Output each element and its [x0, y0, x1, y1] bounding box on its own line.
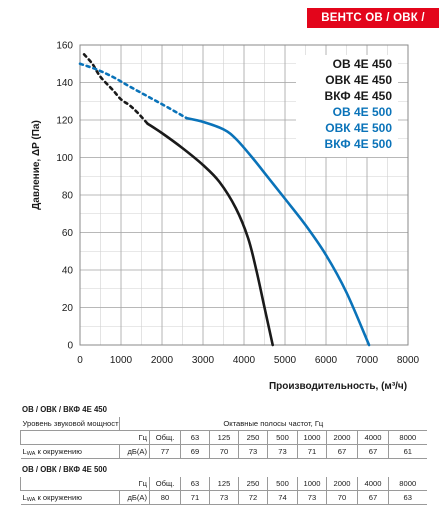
freq-col: 2000: [326, 430, 358, 445]
legend-entry: ОВ 4E 500: [333, 105, 393, 119]
value-cell: 67: [357, 490, 389, 505]
y-tick-label: 100: [56, 153, 73, 164]
value-cell: 71: [180, 490, 210, 505]
table-title-500: ОВ / ОВК / ВКФ 4E 500: [22, 465, 107, 474]
legend-entry: ОВК 4E 450: [325, 73, 392, 87]
value-cell: 61: [387, 444, 427, 459]
x-tick-label: 0: [77, 355, 83, 366]
freq-col: 8000: [387, 430, 427, 445]
x-tick-label: 2000: [151, 355, 174, 366]
value-cell: 71: [297, 444, 327, 459]
y-tick-label: 20: [62, 303, 74, 314]
curve-solid-500: [185, 116, 371, 347]
table-row: LWA к окружению дБ(А) 80 71 73 72 74 73 …: [20, 490, 427, 505]
value-cell: 74: [267, 490, 298, 505]
lwa-label: LWA к окружению: [20, 444, 120, 459]
legend-entry: ОВК 4E 500: [325, 121, 392, 135]
table-row: Гц Общ. 63 125 250 500 1000 2000 4000 80…: [20, 430, 427, 445]
value-cell: 72: [238, 490, 268, 505]
table-row: Уровень звуковой мощности Октавные полос…: [20, 417, 427, 431]
freq-col: 125: [209, 477, 239, 491]
legend-box: [296, 55, 398, 157]
x-tick-label: 5000: [274, 355, 297, 366]
freq-col: 500: [267, 430, 298, 445]
value-cell: 73: [297, 490, 327, 505]
fan-performance-chart: 0 1000 2000 3000 4000 5000 6000 7000 8000 0 20 40 60…: [31, 41, 420, 393]
octave-bands-header: Октавные полосы частот, Гц: [119, 417, 427, 431]
freq-col: Общ.: [149, 477, 181, 491]
curve-dashed-500: [78, 62, 188, 120]
value-cell: 70: [209, 444, 239, 459]
table-title-450: ОВ / ОВК / ВКФ 4E 450: [22, 405, 107, 414]
x-tick-label: 6000: [315, 355, 338, 366]
unit-hz: Гц: [20, 430, 150, 445]
legend-entry: ВКФ 4E 450: [325, 89, 393, 103]
value-cell: 69: [180, 444, 210, 459]
y-tick-label: 120: [56, 116, 73, 127]
freq-col: 1000: [297, 477, 327, 491]
sound-power-label: Уровень звуковой мощности: [20, 417, 120, 431]
freq-col: 250: [238, 430, 268, 445]
lwa-label: LWA к окружению: [20, 490, 120, 505]
x-tick-label: 4000: [233, 355, 256, 366]
y-tick-label: 80: [62, 191, 74, 202]
sound-table-500: Гц Общ. 63 125 250 500 1000 2000 4000 80…: [20, 477, 427, 505]
value-cell: 67: [326, 444, 358, 459]
curve-solid-450: [146, 122, 274, 347]
value-cell: 73: [209, 490, 239, 505]
freq-col: 4000: [357, 430, 389, 445]
freq-col: 63: [180, 477, 210, 491]
x-tick-label: 1000: [110, 355, 133, 366]
freq-col: 2000: [326, 477, 358, 491]
y-tick-label: 0: [67, 341, 73, 352]
sound-table-450: Уровень звуковой мощности Октавные полос…: [20, 417, 427, 459]
freq-col: 250: [238, 477, 268, 491]
freq-col: 500: [267, 477, 298, 491]
freq-col: 1000: [297, 430, 327, 445]
value-cell: 63: [388, 490, 427, 505]
curve-dashed-450: [82, 53, 149, 126]
freq-col: 4000: [357, 477, 389, 491]
unit-dba: дБ(А): [119, 444, 150, 459]
x-tick-label: 7000: [356, 355, 379, 366]
freq-col: 63: [180, 430, 210, 445]
table-row: LWA к окружению дБ(А) 77 69 70 73 73 71 …: [20, 444, 427, 459]
product-series-badge: ВЕНТС ОВ / ОВК / ВКФ: [307, 8, 439, 44]
legend-entry: ОВ 4E 450: [333, 57, 393, 71]
y-axis-label: Давление, ΔP (Па): [31, 120, 42, 210]
value-cell: 77: [149, 444, 181, 459]
value-cell: 80: [149, 490, 181, 505]
freq-col: 8000: [388, 477, 427, 491]
unit-hz: Гц: [20, 477, 150, 491]
x-tick-label: 3000: [192, 355, 215, 366]
legend-entry: ВКФ 4E 500: [325, 137, 393, 151]
unit-dba: дБ(А): [119, 490, 150, 505]
x-tick-label: 8000: [397, 355, 420, 366]
value-cell: 73: [267, 444, 298, 459]
plot-frame: [79, 44, 409, 346]
y-tick-label: 40: [62, 266, 74, 277]
value-cell: 70: [326, 490, 358, 505]
y-tick-label: 140: [56, 78, 73, 89]
value-cell: 67: [357, 444, 389, 459]
x-axis-label: Производительность, (м³/ч): [269, 381, 407, 392]
freq-col: 125: [209, 430, 239, 445]
value-cell: 73: [238, 444, 268, 459]
freq-col: Общ.: [149, 430, 181, 445]
y-tick-label: 60: [62, 228, 74, 239]
table-row: Гц Общ. 63 125 250 500 1000 2000 4000 80…: [20, 477, 427, 491]
y-tick-label: 160: [56, 41, 73, 52]
